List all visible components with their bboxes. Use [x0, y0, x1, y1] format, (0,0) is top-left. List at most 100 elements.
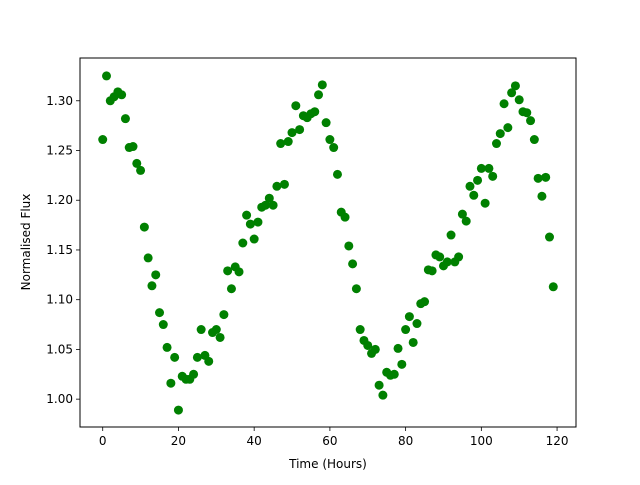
data-point — [355, 325, 365, 335]
y-tick-label: 1.15 — [46, 243, 73, 257]
data-point — [427, 266, 437, 276]
data-point — [117, 90, 127, 100]
y-axis-label: Normalised Flux — [19, 194, 33, 291]
data-point — [461, 216, 471, 226]
data-point — [533, 173, 543, 183]
data-points — [98, 71, 558, 415]
data-point — [102, 71, 111, 81]
data-point — [245, 219, 255, 229]
x-tick-label: 100 — [470, 434, 493, 448]
data-point — [261, 200, 271, 210]
data-point — [537, 191, 547, 201]
data-point — [507, 88, 517, 98]
data-point — [526, 116, 536, 126]
data-point — [272, 181, 282, 191]
data-point — [143, 253, 153, 263]
data-point — [170, 352, 180, 362]
data-point — [522, 108, 532, 118]
data-point — [457, 209, 467, 219]
data-point — [132, 158, 142, 168]
data-point — [484, 163, 494, 173]
data-point — [98, 135, 108, 145]
data-point — [136, 165, 146, 175]
data-point — [548, 282, 558, 292]
x-tick-label: 0 — [99, 434, 107, 448]
data-point — [435, 252, 445, 262]
data-point — [473, 175, 483, 185]
x-tick-label: 40 — [247, 434, 262, 448]
data-point — [529, 135, 539, 145]
data-point — [295, 125, 305, 135]
data-point — [253, 217, 263, 227]
data-point — [155, 308, 165, 318]
data-point — [287, 128, 297, 138]
data-point — [480, 198, 490, 208]
data-point — [223, 266, 233, 276]
data-point — [442, 257, 452, 267]
data-point — [408, 337, 418, 347]
data-point — [321, 118, 331, 128]
data-point — [283, 137, 293, 147]
y-axis-ticks: 1.00 1.05 1.10 1.15 1.20 1.25 1.30 — [46, 94, 80, 406]
data-point — [329, 143, 339, 153]
data-point — [151, 270, 161, 280]
data-point — [249, 234, 259, 244]
data-point — [454, 252, 464, 262]
data-point — [363, 340, 373, 350]
data-point — [317, 80, 327, 90]
data-point — [120, 114, 130, 124]
y-tick-label: 1.00 — [46, 392, 73, 406]
data-point — [495, 129, 505, 139]
x-axis-label: Time (Hours) — [288, 457, 367, 471]
data-point — [211, 325, 221, 335]
data-point — [393, 343, 403, 353]
data-point — [219, 310, 229, 320]
data-point — [476, 163, 486, 173]
plot-frame — [79, 57, 577, 428]
data-point — [162, 342, 172, 352]
data-point — [279, 179, 289, 189]
data-point — [215, 332, 225, 342]
y-tick-label: 1.20 — [46, 193, 73, 207]
data-point — [401, 325, 411, 335]
data-point — [541, 172, 551, 182]
data-point — [128, 142, 138, 152]
data-point — [351, 284, 361, 294]
y-tick-label: 1.10 — [46, 293, 73, 307]
y-tick-label: 1.05 — [46, 342, 73, 356]
data-point — [196, 325, 206, 335]
data-point — [147, 281, 157, 291]
data-point — [332, 169, 342, 179]
x-tick-label: 60 — [322, 434, 337, 448]
data-point — [238, 238, 248, 248]
data-point — [276, 139, 286, 149]
data-point — [204, 356, 214, 366]
data-point — [192, 352, 202, 362]
data-point — [226, 284, 236, 294]
data-point — [340, 212, 350, 222]
data-point — [291, 101, 301, 111]
y-tick-label: 1.25 — [46, 143, 73, 157]
x-axis-ticks: 0 20 40 60 80 100 120 — [99, 427, 569, 448]
data-point — [514, 95, 524, 105]
x-tick-label: 120 — [546, 434, 569, 448]
data-point — [370, 344, 380, 354]
data-point — [234, 267, 244, 277]
data-point — [314, 90, 324, 100]
data-point — [139, 222, 149, 232]
data-point — [268, 200, 278, 210]
y-tick-label: 1.30 — [46, 94, 73, 108]
data-point — [491, 139, 501, 149]
data-point — [166, 378, 176, 388]
data-point — [344, 241, 354, 251]
x-tick-label: 80 — [398, 434, 413, 448]
data-point — [242, 210, 252, 220]
data-point — [189, 369, 199, 379]
data-point — [374, 380, 384, 390]
data-point — [488, 171, 498, 181]
data-point — [420, 297, 430, 307]
data-point — [510, 81, 520, 91]
